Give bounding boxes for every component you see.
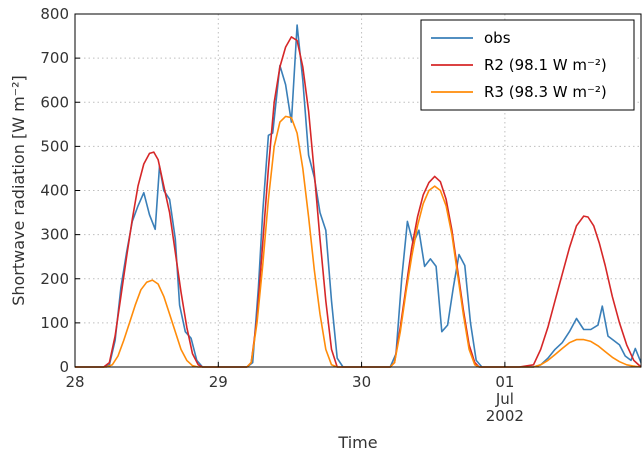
y-tick-label: 100	[40, 314, 69, 332]
legend: obs R2 (98.1 W m⁻²) R3 (98.3 W m⁻²)	[420, 19, 635, 111]
x-tick-label: 30	[352, 373, 371, 391]
x-tick-label: 2002	[486, 407, 524, 425]
legend-label: R3 (98.3 W m⁻²)	[484, 83, 607, 101]
y-tick-label: 800	[40, 5, 69, 23]
y-axis-label: Shortwave radiation [W m⁻²]	[9, 75, 28, 306]
series-line-1	[75, 36, 642, 368]
y-tick-label: 200	[40, 270, 69, 288]
series-layer	[75, 24, 642, 368]
series-line-0	[75, 24, 642, 368]
legend-label: R2 (98.1 W m⁻²)	[484, 56, 607, 74]
x-tick-label: 28	[65, 373, 84, 391]
x-axis-label: Time	[337, 433, 377, 452]
y-tick-label: 600	[40, 93, 69, 111]
y-tick-label: 700	[40, 49, 69, 67]
x-tick-label: Jul	[495, 390, 514, 408]
y-tick-label: 300	[40, 226, 69, 244]
y-tick-label: 500	[40, 137, 69, 155]
y-tick-label: 400	[40, 182, 69, 200]
x-tick-label: 29	[209, 373, 228, 391]
x-tick-label: 01	[495, 373, 514, 391]
y-tick-label: 0	[59, 358, 69, 376]
legend-label: obs	[484, 29, 511, 47]
series-line-2	[75, 115, 642, 368]
